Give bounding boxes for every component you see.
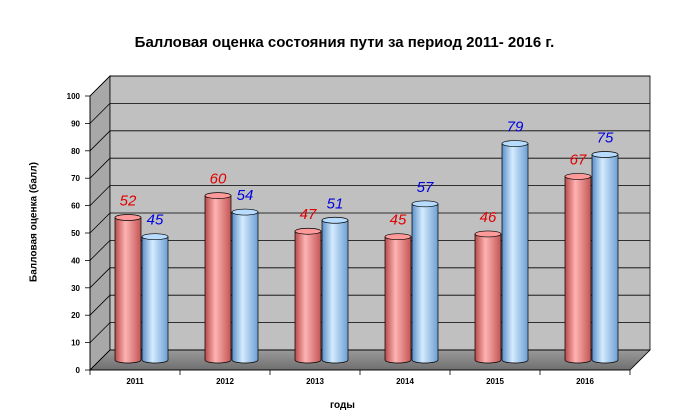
x-axis-label: годы (330, 400, 355, 411)
bar-body (384, 236, 412, 364)
bar-top (564, 173, 592, 180)
bar-2011-2 (141, 233, 169, 364)
bar-body (294, 230, 322, 364)
bar-top (501, 140, 529, 147)
bar-2016-2 (591, 151, 619, 364)
gridline (89, 103, 650, 124)
bar-body (231, 211, 259, 364)
bar-top (141, 233, 169, 241)
bar-top (114, 214, 142, 221)
bar-2014-1 (384, 233, 412, 364)
gridline (89, 157, 650, 179)
gridline (89, 130, 650, 152)
gridline (89, 267, 650, 289)
y-tick-label: 100 (67, 92, 81, 101)
y-tick-label: 30 (71, 284, 80, 293)
data-label: 52 (120, 193, 137, 210)
bar-top (591, 151, 619, 158)
gridline (89, 239, 650, 261)
gridline (89, 349, 650, 371)
gridline (89, 322, 650, 343)
data-label: 60 (210, 171, 227, 188)
data-label: 46 (480, 209, 497, 226)
data-label: 45 (147, 212, 164, 229)
x-tick-label: 2012 (216, 377, 234, 386)
y-tick-label: 0 (76, 366, 81, 375)
bar-2015-1 (474, 230, 502, 364)
gridline (89, 212, 650, 234)
y-tick-label: 10 (71, 339, 80, 348)
bar-2012-2 (231, 208, 259, 364)
x-tick-label: 2011 (126, 377, 144, 386)
bar-2011-1 (114, 214, 142, 364)
bar-body (321, 219, 349, 364)
bar-2012-1 (204, 192, 232, 364)
bar-2015-2 (501, 140, 529, 364)
data-label: 45 (390, 212, 407, 229)
bar-body (141, 236, 169, 364)
data-label: 57 (417, 179, 434, 196)
y-tick-label: 50 (71, 229, 80, 238)
bar-body (501, 143, 529, 364)
x-tick-label: 2014 (396, 377, 414, 386)
y-tick-label: 80 (71, 147, 80, 156)
bar-top (321, 216, 349, 224)
bar-body (591, 154, 619, 364)
bar-body (474, 233, 502, 364)
data-label: 51 (327, 195, 344, 212)
bar-top (474, 230, 502, 238)
gridline (89, 185, 650, 206)
y-tick-label: 90 (71, 119, 80, 128)
y-tick-label: 40 (71, 256, 80, 265)
bar-2013-1 (294, 227, 322, 364)
bar-body (204, 195, 232, 364)
bar-body (564, 176, 592, 364)
bar-top (294, 227, 322, 235)
bar-body (114, 217, 142, 364)
bar-top (204, 192, 232, 199)
x-tick-label: 2015 (486, 377, 504, 386)
x-tick-label: 2013 (306, 377, 324, 386)
x-tick-label: 2016 (576, 377, 594, 386)
gridline (89, 75, 650, 97)
bar-top (411, 200, 439, 208)
data-label: 79 (507, 119, 524, 136)
bar-2013-2 (321, 216, 349, 364)
bar-top (231, 208, 259, 216)
data-label: 54 (237, 187, 254, 204)
y-tick-label: 60 (71, 202, 80, 211)
bar-2016-1 (564, 173, 592, 364)
y-tick-label: 70 (71, 174, 80, 183)
chart-title: Балловая оценка состояния пути за период… (134, 34, 555, 51)
data-label: 67 (570, 151, 587, 168)
bar-2014-2 (411, 200, 439, 364)
y-tick-label: 20 (71, 311, 80, 320)
bar-body (411, 203, 439, 364)
bar-top (384, 233, 412, 241)
data-label: 47 (300, 206, 317, 223)
gridline (89, 294, 650, 316)
data-label: 75 (597, 130, 614, 147)
